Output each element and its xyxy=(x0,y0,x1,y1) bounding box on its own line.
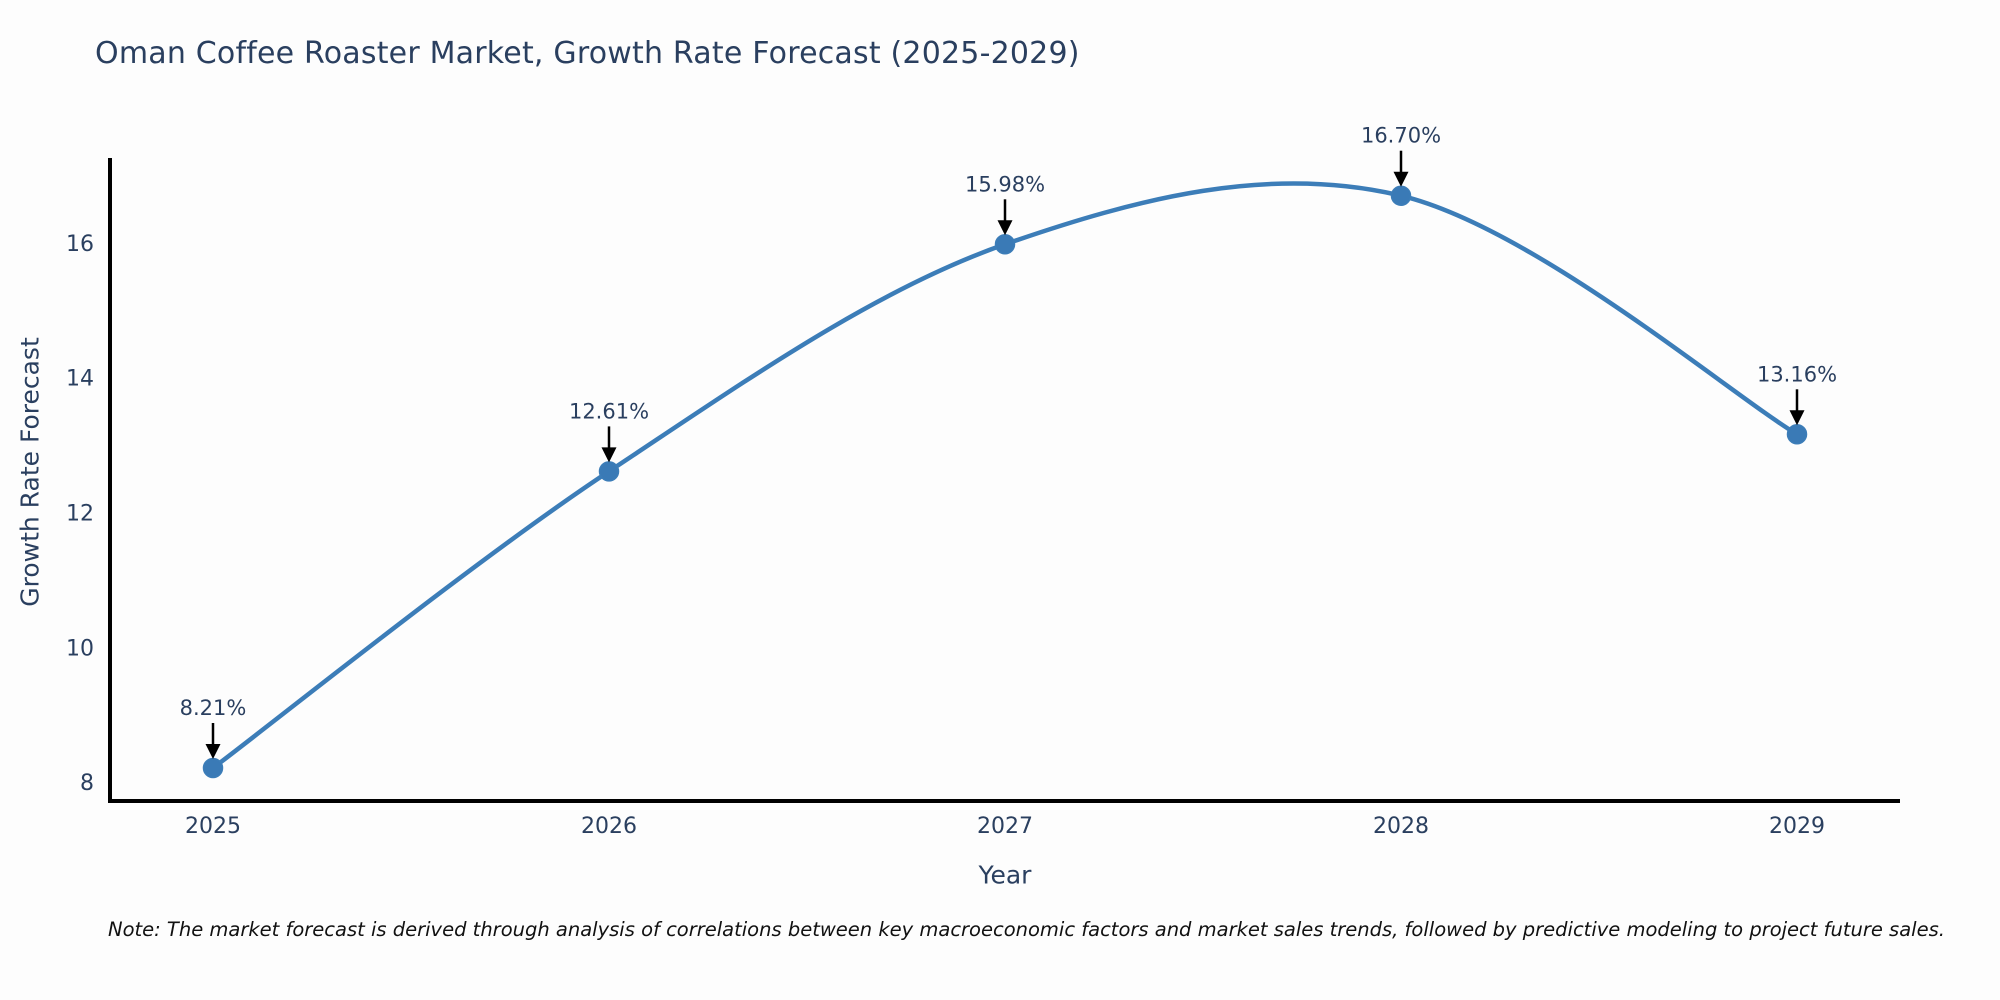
x-tick-label: 2025 xyxy=(185,814,241,839)
x-tick-label: 2028 xyxy=(1373,814,1429,839)
y-tick-label: 12 xyxy=(66,502,94,527)
point-value-label: 13.16% xyxy=(1757,362,1837,386)
annotation-arrow-head xyxy=(601,447,617,463)
footnote: Note: The market forecast is derived thr… xyxy=(108,918,1945,941)
y-axis-title: Growth Rate Forecast xyxy=(15,337,45,607)
x-axis-title: Year xyxy=(978,860,1032,890)
annotation-arrow-head xyxy=(1393,171,1409,187)
point-value-label: 12.61% xyxy=(569,399,649,423)
y-tick-label: 16 xyxy=(66,232,94,257)
annotation-arrow-head xyxy=(205,744,221,759)
data-point-marker[interactable] xyxy=(1390,185,1412,206)
y-tick-label: 8 xyxy=(80,771,94,796)
data-point-marker[interactable] xyxy=(598,461,620,482)
data-point-marker[interactable] xyxy=(1786,424,1808,445)
x-tick-label: 2026 xyxy=(581,814,637,839)
y-tick-label: 14 xyxy=(66,367,94,392)
y-tick-label: 10 xyxy=(66,636,94,661)
annotation-arrow-head xyxy=(997,220,1013,236)
annotation-arrow-head xyxy=(1789,410,1805,426)
data-point-marker[interactable] xyxy=(202,757,224,779)
point-value-label: 8.21% xyxy=(180,696,247,720)
chart-title: Oman Coffee Roaster Market, Growth Rate … xyxy=(95,36,1080,71)
trend-line xyxy=(210,181,1800,771)
point-value-label: 16.70% xyxy=(1361,124,1441,148)
point-value-label: 15.98% xyxy=(965,172,1045,196)
x-tick-label: 2029 xyxy=(1769,814,1825,839)
x-tick-label: 2027 xyxy=(977,814,1033,839)
data-point-marker[interactable] xyxy=(994,234,1016,255)
